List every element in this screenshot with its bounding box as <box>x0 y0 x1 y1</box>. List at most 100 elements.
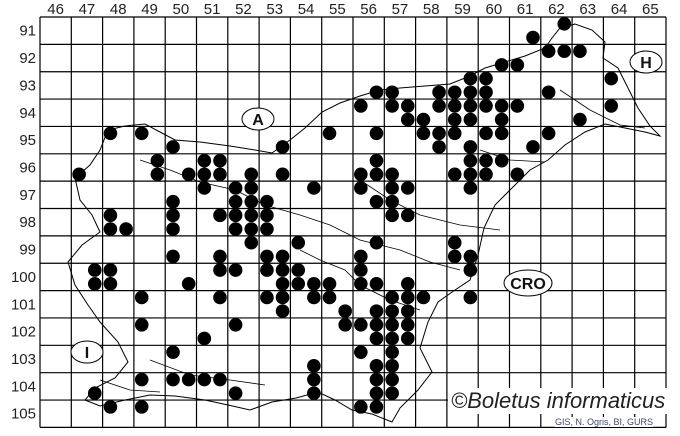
occurrence-dot <box>166 140 180 154</box>
occurrence-dot <box>322 290 337 305</box>
occurrence-dot <box>369 304 384 318</box>
occurrence-dot <box>244 194 259 209</box>
row-label: 94 <box>19 105 36 122</box>
occurrence-dot <box>369 359 384 373</box>
row-label: 104 <box>11 378 36 395</box>
column-label: 56 <box>360 1 377 18</box>
occurrence-dot <box>447 112 462 127</box>
occurrence-dot <box>228 208 243 223</box>
occurrence-dot <box>385 290 399 305</box>
occurrence-dot <box>181 167 196 182</box>
occurrence-dot <box>400 181 415 195</box>
occurrence-dot <box>244 167 259 182</box>
copyright-text: ©Boletus informaticus <box>448 388 669 414</box>
occurrence-dot <box>354 276 368 291</box>
occurrence-dot <box>385 194 399 209</box>
occurrence-dot <box>463 71 478 86</box>
column-label: 52 <box>235 1 252 18</box>
column-label: 50 <box>173 1 190 18</box>
occurrence-dot <box>354 400 368 414</box>
occurrence-dot <box>385 386 399 401</box>
occurrence-dot <box>416 112 431 127</box>
occurrence-dot <box>354 345 368 359</box>
occurrence-dot <box>134 372 149 387</box>
svg-text:CRO: CRO <box>510 276 546 293</box>
occurrence-dot <box>338 304 352 318</box>
occurrence-dot <box>354 318 368 332</box>
column-label: 59 <box>454 1 471 18</box>
occurrence-dot <box>369 331 384 346</box>
occurrence-dot <box>244 208 259 223</box>
occurrence-dot <box>260 194 274 209</box>
occurrence-dot <box>400 331 415 346</box>
occurrence-dot <box>385 167 399 182</box>
occurrence-dot <box>369 235 384 250</box>
occurrence-dot <box>307 372 321 387</box>
occurrence-dot <box>447 235 462 250</box>
row-label: 93 <box>19 77 36 94</box>
svg-text:I: I <box>85 345 89 362</box>
occurrence-dot <box>400 290 415 305</box>
occurrence-dot <box>322 126 337 141</box>
occurrence-dot <box>369 153 384 168</box>
occurrence-dot <box>291 235 306 250</box>
occurrence-dot <box>166 345 180 359</box>
occurrence-dot <box>463 99 478 113</box>
occurrence-dot <box>400 112 415 127</box>
occurrence-dot <box>557 17 572 31</box>
occurrence-dot <box>463 249 478 264</box>
occurrence-dot <box>573 44 587 58</box>
occurrence-dot <box>354 249 368 264</box>
occurrence-dot <box>494 58 509 72</box>
occurrence-dot <box>307 276 321 291</box>
occurrence-dot <box>510 58 525 72</box>
occurrence-dot <box>213 263 227 277</box>
occurrence-dot <box>197 181 212 195</box>
occurrence-dot <box>213 208 227 223</box>
occurrence-dot <box>416 126 431 141</box>
row-label: 91 <box>19 23 36 40</box>
occurrence-dot <box>228 222 243 236</box>
occurrence-dot <box>338 318 352 332</box>
occurrence-dot <box>307 181 321 195</box>
occurrence-dot <box>166 208 180 223</box>
row-label: 92 <box>19 50 36 67</box>
grid <box>39 16 667 428</box>
occurrence-dot <box>166 222 180 236</box>
column-label: 53 <box>266 1 283 18</box>
column-label: 51 <box>204 1 221 18</box>
occurrence-dot <box>479 99 493 113</box>
row-label: 99 <box>19 242 36 259</box>
column-label: 60 <box>486 1 503 18</box>
row-label: 98 <box>19 214 36 231</box>
occurrence-dot <box>103 263 118 277</box>
occurrence-dot <box>385 331 399 346</box>
occurrence-dot <box>166 194 180 209</box>
occurrence-dot <box>385 85 399 100</box>
row-label: 95 <box>19 132 36 149</box>
occurrence-dot <box>275 263 290 277</box>
occurrence-dot <box>385 372 399 387</box>
occurrence-dot <box>432 85 446 100</box>
row-label: 97 <box>19 187 36 204</box>
occurrence-dot <box>87 263 102 277</box>
row-label: 102 <box>11 324 36 341</box>
region-label-hungary: H <box>629 50 663 74</box>
occurrence-dot <box>447 249 462 264</box>
occurrence-dot <box>463 167 478 182</box>
column-label: 65 <box>642 1 659 18</box>
occurrence-dot <box>87 276 102 291</box>
occurrence-dot <box>166 249 180 264</box>
occurrence-dot <box>479 167 493 182</box>
occurrence-dot <box>416 290 431 305</box>
occurrence-dot <box>526 30 540 45</box>
occurrence-dot <box>400 208 415 223</box>
occurrence-dot <box>463 112 478 127</box>
occurrence-dot <box>275 140 290 154</box>
occurrence-dot <box>557 44 572 58</box>
occurrence-dot <box>479 71 493 86</box>
occurrence-dot <box>291 276 306 291</box>
occurrence-dot <box>275 290 290 305</box>
occurrence-dot <box>369 194 384 209</box>
occurrence-dot <box>228 263 243 277</box>
